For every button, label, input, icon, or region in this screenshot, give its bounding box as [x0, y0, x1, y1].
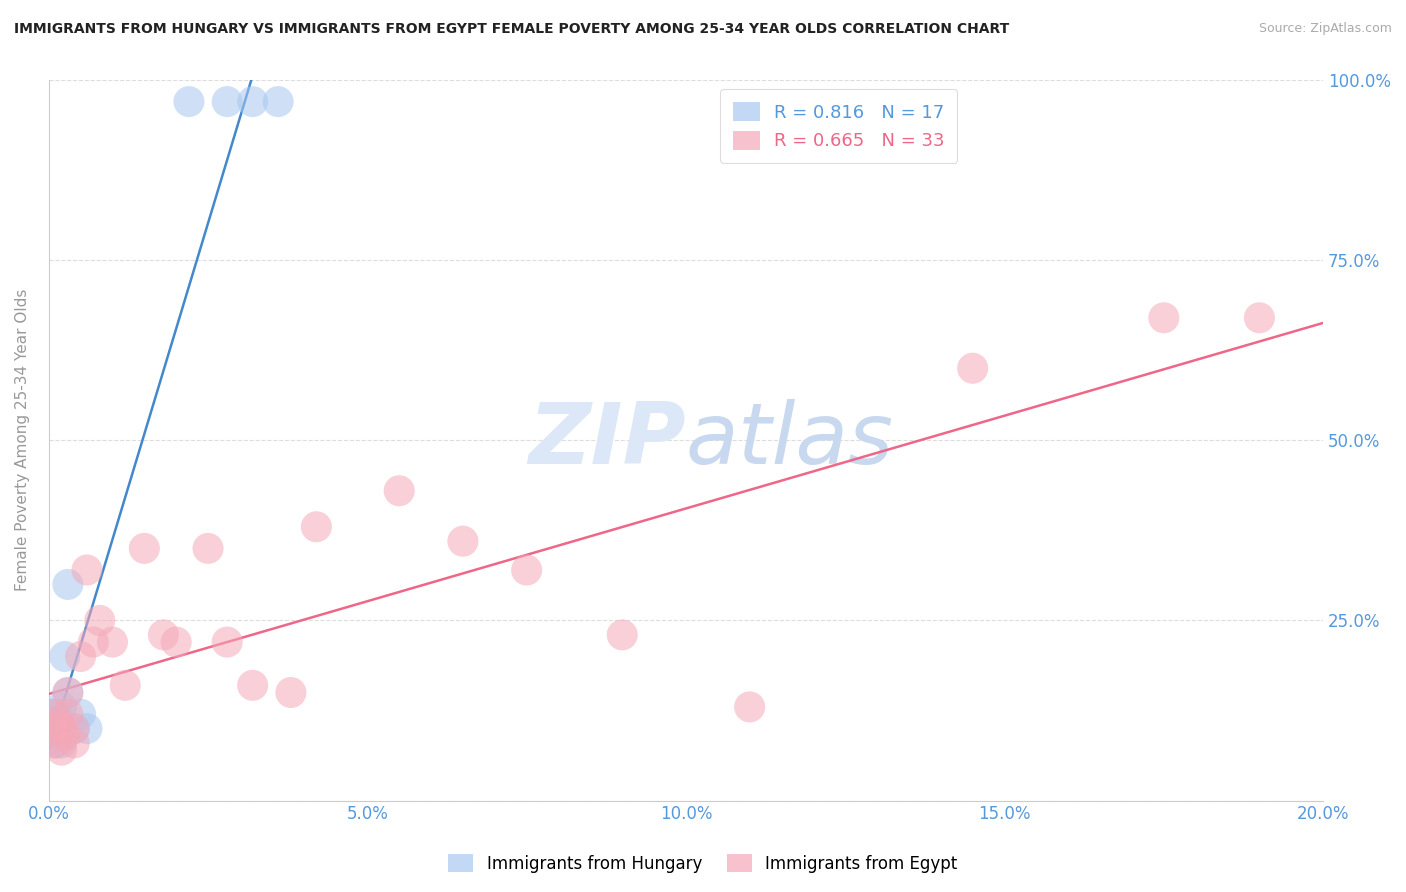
Point [45, 707, 67, 722]
Point [44, 736, 66, 750]
Point [53, 729, 76, 743]
Point [41, 722, 63, 736]
Point [451, 534, 474, 549]
Point [612, 628, 634, 642]
Legend: Immigrants from Hungary, Immigrants from Egypt: Immigrants from Hungary, Immigrants from… [441, 847, 965, 880]
Point [51, 736, 73, 750]
Point [51, 700, 73, 714]
Point [53, 649, 76, 664]
Point [962, 361, 984, 376]
Y-axis label: Female Poverty Among 25-34 Year Olds: Female Poverty Among 25-34 Year Olds [15, 289, 30, 591]
Point [242, 678, 264, 692]
Point [56, 577, 79, 591]
Point [51, 743, 73, 757]
Point [51, 722, 73, 736]
Point [76, 563, 98, 577]
Point [1249, 310, 1271, 325]
Point [41, 707, 63, 722]
Point [217, 635, 239, 649]
Point [63, 722, 86, 736]
Text: IMMIGRANTS FROM HUNGARY VS IMMIGRANTS FROM EGYPT FEMALE POVERTY AMONG 25-34 YEAR: IMMIGRANTS FROM HUNGARY VS IMMIGRANTS FR… [14, 22, 1010, 37]
Point [82, 635, 104, 649]
Point [516, 563, 538, 577]
Point [114, 678, 136, 692]
Point [738, 700, 761, 714]
Point [56, 685, 79, 699]
Point [197, 541, 219, 556]
Point [63, 722, 86, 736]
Point [46, 714, 69, 729]
Point [46, 714, 69, 729]
Point [1153, 310, 1175, 325]
Point [134, 541, 156, 556]
Legend: R = 0.816   N = 17, R = 0.665   N = 33: R = 0.816 N = 17, R = 0.665 N = 33 [720, 89, 957, 163]
Point [63, 736, 86, 750]
Point [42, 722, 65, 736]
Point [89, 614, 111, 628]
Point [44, 736, 66, 750]
Point [217, 95, 239, 109]
Point [267, 95, 290, 109]
Point [388, 483, 411, 498]
Point [152, 628, 174, 642]
Point [69, 649, 91, 664]
Point [76, 722, 98, 736]
Text: atlas: atlas [686, 399, 894, 482]
Point [101, 635, 124, 649]
Point [165, 635, 187, 649]
Point [280, 685, 302, 699]
Text: ZIP: ZIP [529, 399, 686, 482]
Point [56, 707, 79, 722]
Point [42, 707, 65, 722]
Point [305, 520, 328, 534]
Text: Source: ZipAtlas.com: Source: ZipAtlas.com [1258, 22, 1392, 36]
Point [242, 95, 264, 109]
Point [177, 95, 200, 109]
Point [69, 707, 91, 722]
Point [56, 685, 79, 699]
